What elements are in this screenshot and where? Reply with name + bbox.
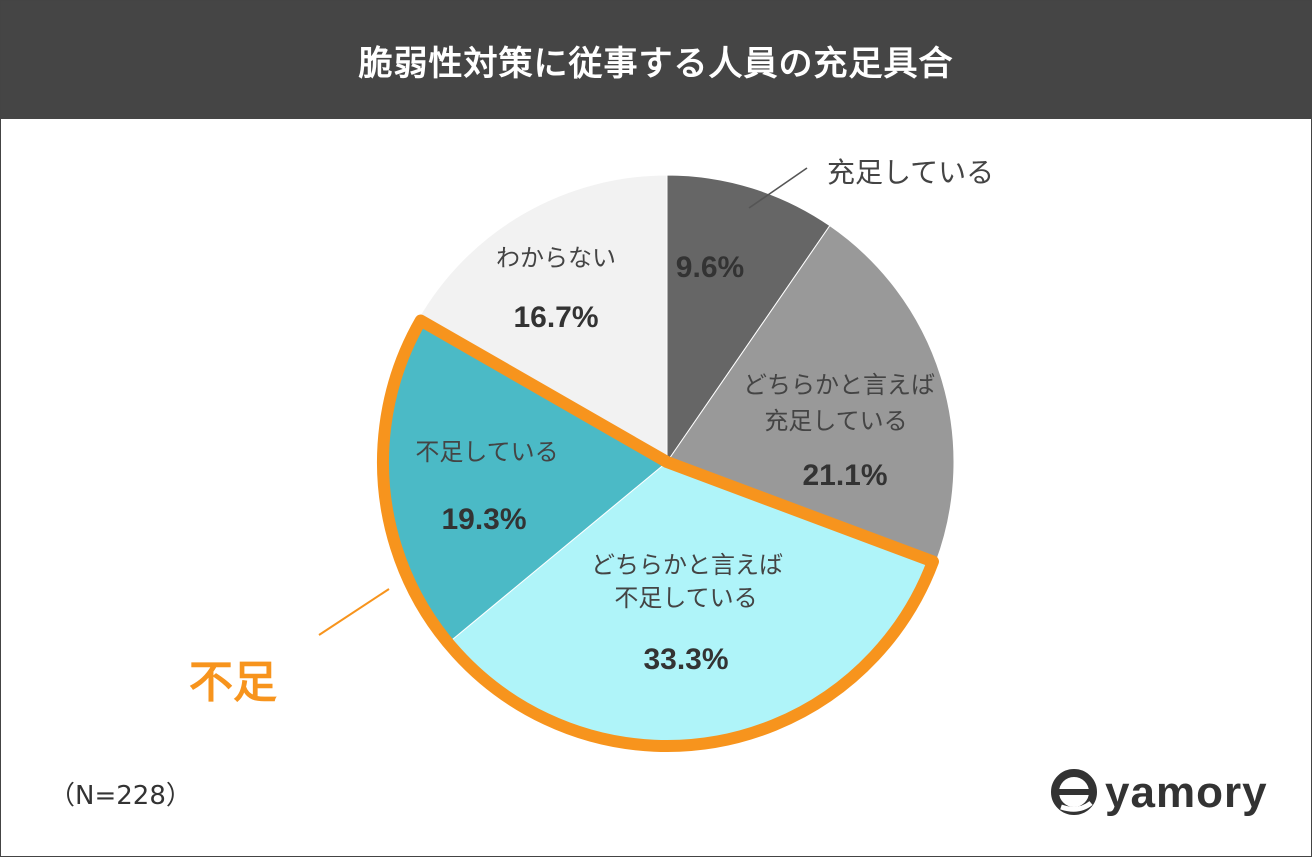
- slice-label-5: わからない: [496, 244, 616, 272]
- pie-slice-2: [666, 224, 955, 564]
- slice-label-1: 充足している: [827, 156, 994, 189]
- slice-value-5: 16.7%: [513, 301, 598, 334]
- sample-size-label: （N=228）: [49, 781, 192, 811]
- title-bar: 脆弱性対策に従事する人員の充足具合: [1, 1, 1311, 119]
- pie-slice-5: [417, 174, 668, 463]
- slice-label-4: 不足している: [415, 438, 558, 466]
- yamory-logo: yamory: [1051, 768, 1268, 817]
- slice-label-3-line-2: 不足している: [614, 584, 757, 612]
- yamory-logo-icon: [1051, 769, 1097, 815]
- slice-label-3-line-1: どちらかと言えば: [591, 551, 783, 579]
- group-callout-line: [318, 588, 390, 636]
- slice-label-2-line-2: 充足している: [764, 407, 907, 435]
- callout-line: [748, 167, 808, 209]
- slice-value-4: 19.3%: [441, 503, 526, 536]
- shortage-highlight-outline: [377, 314, 939, 752]
- slice-value-1: 9.6%: [676, 251, 744, 284]
- pie-labels: 充足している9.6%どちらかと言えば充足している21.1%どちらかと言えば不足し…: [415, 156, 994, 676]
- shortage-group-label: 不足: [189, 657, 277, 708]
- chart-title: 脆弱性対策に従事する人員の充足具合: [358, 43, 954, 84]
- pie-slice-1: [666, 174, 831, 464]
- yamory-logo-text: yamory: [1105, 768, 1268, 817]
- slice-value-2: 21.1%: [802, 459, 887, 492]
- slice-label-2-line-1: どちらかと言えば: [743, 371, 935, 399]
- slice-value-3: 33.3%: [643, 643, 728, 676]
